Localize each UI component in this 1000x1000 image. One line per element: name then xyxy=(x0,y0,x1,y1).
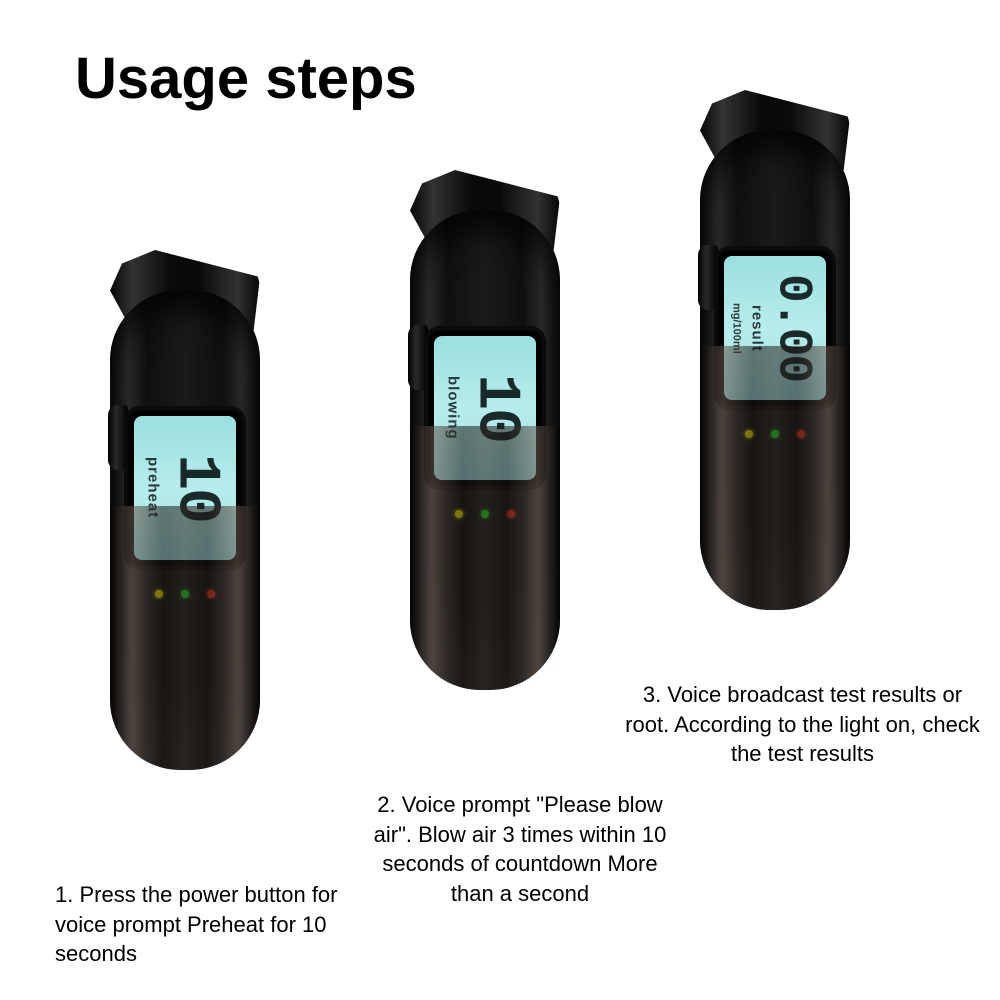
power-button xyxy=(408,325,428,390)
device-step-3: mg/100ml result 0.00 xyxy=(690,90,860,610)
led-green xyxy=(481,510,489,518)
screen-bezel: preheat 10 xyxy=(126,408,244,568)
screen-bezel: mg/100ml result 0.00 xyxy=(716,248,834,408)
status-leds xyxy=(745,430,805,438)
led-green xyxy=(181,590,189,598)
led-red xyxy=(797,430,805,438)
lcd-screen: blowing 10 xyxy=(434,336,536,480)
caption-step-2: 2. Voice prompt "Please blow air". Blow … xyxy=(360,790,680,909)
device-body: blowing 10 xyxy=(410,210,560,690)
device-body: preheat 10 xyxy=(110,290,260,770)
device-step-1: preheat 10 xyxy=(100,250,270,770)
lcd-screen: preheat 10 xyxy=(134,416,236,560)
led-green xyxy=(771,430,779,438)
led-yellow xyxy=(155,590,163,598)
led-yellow xyxy=(455,510,463,518)
lcd-screen: mg/100ml result 0.00 xyxy=(724,256,826,400)
device-step-2: blowing 10 xyxy=(400,170,570,690)
caption-step-1: 1. Press the power button for voice prom… xyxy=(55,880,385,969)
power-button xyxy=(698,245,718,310)
screen-mode-label: preheat xyxy=(145,457,162,518)
screen-value: 0.00 xyxy=(766,274,820,381)
led-red xyxy=(507,510,515,518)
screen-unit: mg/100ml xyxy=(731,303,743,354)
led-yellow xyxy=(745,430,753,438)
screen-value: 10 xyxy=(162,454,230,522)
status-leds xyxy=(455,510,515,518)
screen-mode-label: blowing xyxy=(445,376,462,440)
status-leds xyxy=(155,590,215,598)
led-red xyxy=(207,590,215,598)
screen-mode-label: result xyxy=(749,305,766,352)
caption-step-3: 3. Voice broadcast test results or root.… xyxy=(625,680,980,769)
screen-value: 10 xyxy=(462,374,530,442)
power-button xyxy=(108,405,128,470)
screen-bezel: blowing 10 xyxy=(426,328,544,488)
page-title: Usage steps xyxy=(75,45,417,112)
device-body: mg/100ml result 0.00 xyxy=(700,130,850,610)
